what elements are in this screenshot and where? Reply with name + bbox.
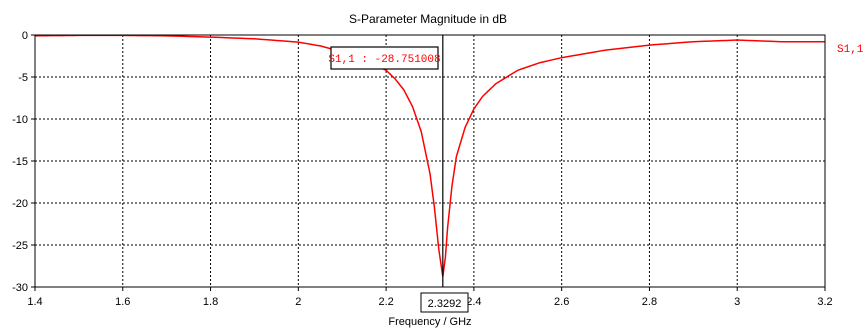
y-tick-label: -20	[12, 198, 28, 210]
series-line-s11	[34, 34, 825, 277]
grid	[35, 35, 825, 287]
x-tick-label: 2.2	[378, 296, 393, 308]
x-tick-label: 3.2	[817, 296, 832, 308]
x-tick-label: 2	[295, 296, 301, 308]
y-tick-label: -5	[18, 72, 28, 84]
x-axis-label: Frequency / GHz	[388, 316, 471, 328]
marker-x-frame	[420, 292, 469, 313]
x-tick-label: 2.4	[466, 296, 481, 308]
y-tick-label: -10	[12, 114, 28, 126]
x-tick-label: 1.6	[115, 296, 130, 308]
y-tick-label: -30	[12, 282, 28, 294]
marker-value-box: S1,1 : -28.751008	[328, 46, 441, 70]
x-axis-ticks: 1.4 1.6 1.8 2 2.2 2.4 2.6 2.8 3 3.2	[27, 287, 833, 308]
x-tick-label: 3	[734, 296, 740, 308]
marker-x-box[interactable]: 2.3292	[420, 292, 469, 313]
marker-x-label: 2.3292	[428, 298, 462, 310]
x-tick-label: 2.6	[554, 296, 569, 308]
y-tick-label: 0	[22, 30, 28, 42]
chart-title: S-Parameter Magnitude in dB	[349, 12, 507, 26]
x-tick-label: 1.8	[203, 296, 218, 308]
x-tick-label: 2.8	[642, 296, 657, 308]
plot-frame	[34, 34, 826, 288]
x-tick-label: 1.4	[27, 296, 42, 308]
plot-area[interactable]	[35, 35, 825, 287]
marker-value-label: S1,1 : -28.751008	[328, 54, 440, 66]
legend-entry-s11: S1,1	[837, 44, 864, 56]
y-tick-label: -25	[12, 240, 28, 252]
y-tick-label: -15	[12, 156, 28, 168]
marker-value-frame	[330, 46, 439, 70]
y-axis-ticks: 0 -5 -10 -15 -20 -25 -30	[12, 30, 35, 294]
